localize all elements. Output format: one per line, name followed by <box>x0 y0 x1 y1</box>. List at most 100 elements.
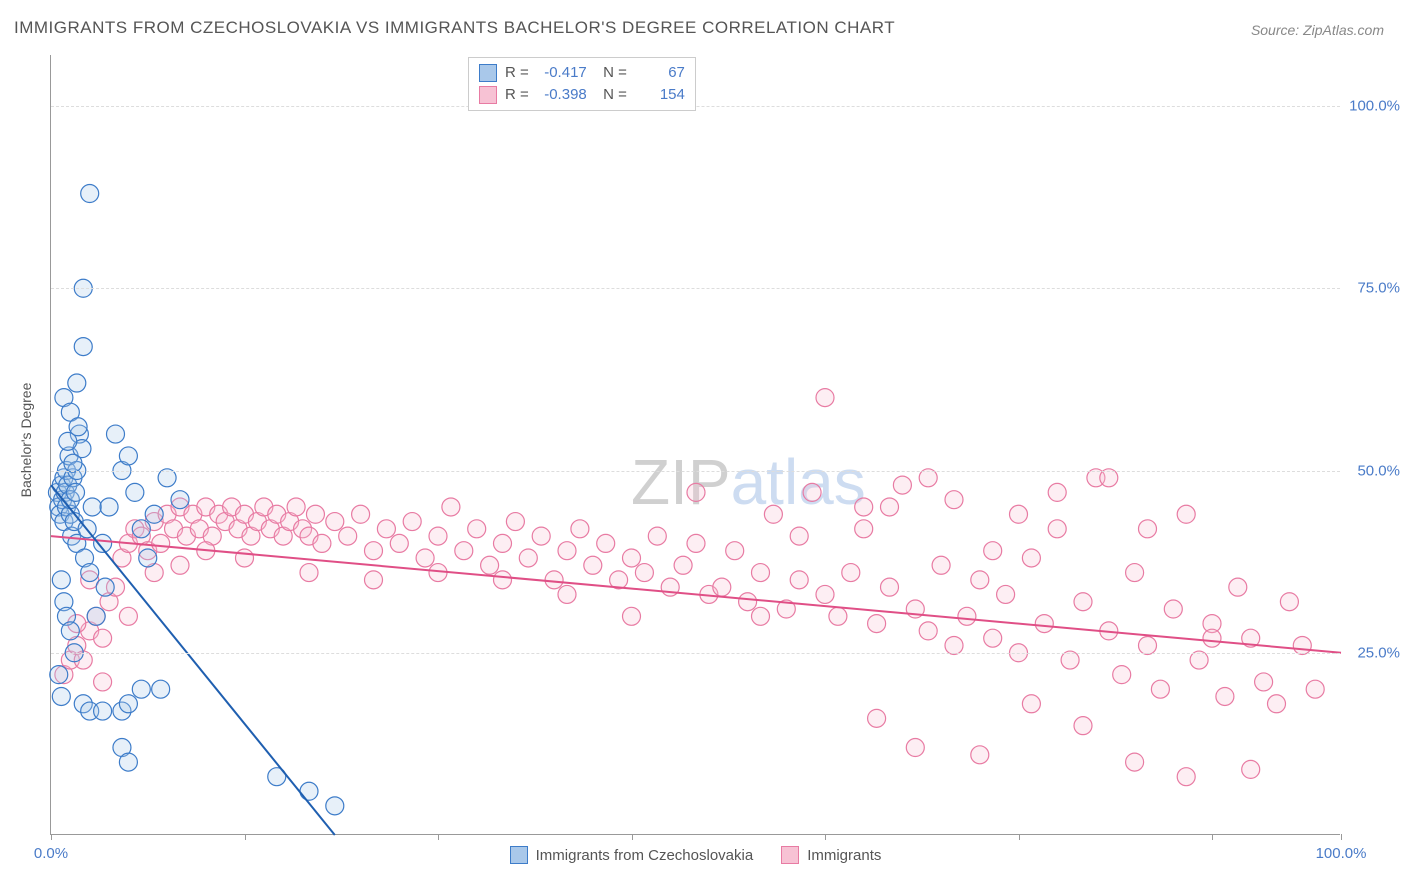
chart-title: IMMIGRANTS FROM CZECHOSLOVAKIA VS IMMIGR… <box>14 18 895 38</box>
data-point <box>126 483 144 501</box>
n-label: N = <box>595 84 627 106</box>
data-point <box>61 622 79 640</box>
y-tick-label: 75.0% <box>1345 280 1400 297</box>
swatch-series-1 <box>510 846 528 864</box>
data-point <box>442 498 460 516</box>
data-point <box>816 389 834 407</box>
data-point <box>69 418 87 436</box>
data-point <box>87 607 105 625</box>
correlation-legend: R = -0.417 N = 67 R = -0.398 N = 154 <box>468 57 696 111</box>
data-point <box>365 571 383 589</box>
data-point <box>236 549 254 567</box>
data-point <box>584 556 602 574</box>
data-point <box>971 746 989 764</box>
data-point <box>365 542 383 560</box>
data-point <box>868 709 886 727</box>
data-point <box>855 498 873 516</box>
r-label: R = <box>505 84 529 106</box>
data-point <box>906 739 924 757</box>
data-point <box>287 498 305 516</box>
data-point <box>1139 520 1157 538</box>
data-point <box>74 338 92 356</box>
data-point <box>300 564 318 582</box>
data-point <box>1048 520 1066 538</box>
data-point <box>919 622 937 640</box>
data-point <box>623 549 641 567</box>
data-point <box>352 505 370 523</box>
swatch-series-2 <box>479 86 497 104</box>
data-point <box>1216 687 1234 705</box>
data-point <box>842 564 860 582</box>
data-point <box>455 542 473 560</box>
chart-svg <box>51 55 1340 834</box>
data-point <box>1203 629 1221 647</box>
n-value-2: 154 <box>635 84 685 106</box>
data-point <box>674 556 692 574</box>
x-tick <box>825 834 826 840</box>
data-point <box>50 666 68 684</box>
data-point <box>506 513 524 531</box>
data-point <box>119 695 137 713</box>
grid-line <box>51 471 1340 472</box>
data-point <box>997 585 1015 603</box>
swatch-series-2 <box>781 846 799 864</box>
data-point <box>790 571 808 589</box>
data-point <box>803 483 821 501</box>
data-point <box>1126 564 1144 582</box>
r-label: R = <box>505 62 529 84</box>
data-point <box>971 571 989 589</box>
data-point <box>300 782 318 800</box>
data-point <box>107 425 125 443</box>
data-point <box>339 527 357 545</box>
x-tick-label: 0.0% <box>34 845 68 862</box>
data-point <box>597 534 615 552</box>
data-point <box>623 607 641 625</box>
legend-row-series-2: R = -0.398 N = 154 <box>479 84 685 106</box>
data-point <box>881 578 899 596</box>
data-point <box>1010 505 1028 523</box>
data-point <box>713 578 731 596</box>
y-tick-label: 100.0% <box>1345 98 1400 115</box>
data-point <box>139 549 157 567</box>
legend-row-series-1: R = -0.417 N = 67 <box>479 62 685 84</box>
data-point <box>1268 695 1286 713</box>
data-point <box>829 607 847 625</box>
data-point <box>52 687 70 705</box>
r-value-1: -0.417 <box>537 62 587 84</box>
series-legend: Immigrants from Czechoslovakia Immigrant… <box>51 846 1340 864</box>
legend-label-1: Immigrants from Czechoslovakia <box>536 847 754 864</box>
data-point <box>558 585 576 603</box>
data-point <box>687 483 705 501</box>
x-tick <box>438 834 439 840</box>
plot-area: R = -0.417 N = 67 R = -0.398 N = 154 ZIP… <box>50 55 1340 835</box>
x-tick <box>1341 834 1342 840</box>
data-point <box>958 607 976 625</box>
data-point <box>1113 666 1131 684</box>
x-tick <box>245 834 246 840</box>
data-point <box>855 520 873 538</box>
data-point <box>1100 469 1118 487</box>
data-point <box>1074 593 1092 611</box>
data-point <box>1048 483 1066 501</box>
data-point <box>945 491 963 509</box>
data-point <box>403 513 421 531</box>
x-tick <box>632 834 633 840</box>
x-tick <box>1019 834 1020 840</box>
data-point <box>416 549 434 567</box>
data-point <box>306 505 324 523</box>
grid-line <box>51 288 1340 289</box>
n-value-1: 67 <box>635 62 685 84</box>
r-value-2: -0.398 <box>537 84 587 106</box>
data-point <box>726 542 744 560</box>
data-point <box>881 498 899 516</box>
y-tick-label: 50.0% <box>1345 462 1400 479</box>
data-point <box>919 469 937 487</box>
data-point <box>171 556 189 574</box>
data-point <box>790 527 808 545</box>
data-point <box>81 185 99 203</box>
data-point <box>752 607 770 625</box>
data-point <box>119 607 137 625</box>
data-point <box>1177 768 1195 786</box>
data-point <box>481 556 499 574</box>
data-point <box>739 593 757 611</box>
